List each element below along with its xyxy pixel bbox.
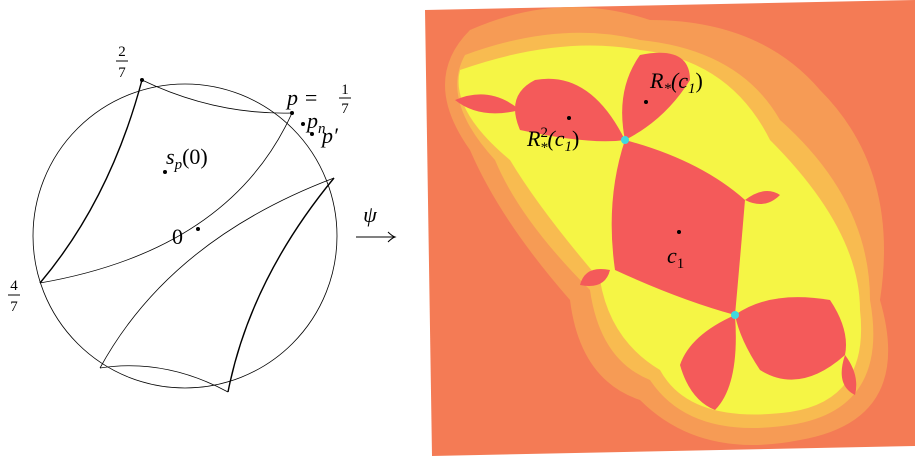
r-c1-label: R*(c1) xyxy=(649,68,703,97)
sp0-label: sp(0) xyxy=(166,144,208,173)
page: 2 7 4 7 p = 1 7 pn p′ sp(0) 0 ψ xyxy=(0,0,915,456)
numerator: 4 xyxy=(10,278,18,294)
zero-label: 0 xyxy=(172,224,183,249)
numerator: 1 xyxy=(341,82,349,98)
denominator: 7 xyxy=(10,299,18,315)
disk xyxy=(33,80,337,392)
arrow xyxy=(356,232,395,242)
psi-label: ψ xyxy=(363,202,377,227)
figure: 2 7 4 7 p = 1 7 pn p′ sp(0) 0 ψ xyxy=(0,0,915,456)
denominator: 7 xyxy=(341,101,349,117)
p-prime-label: p′ xyxy=(320,123,339,148)
denominator: 7 xyxy=(118,65,126,81)
fraction-4-7: 4 7 xyxy=(8,278,20,315)
fraction-2-7: 2 7 xyxy=(116,44,128,81)
numerator: 2 xyxy=(118,44,126,60)
p-label: p = xyxy=(285,85,318,110)
